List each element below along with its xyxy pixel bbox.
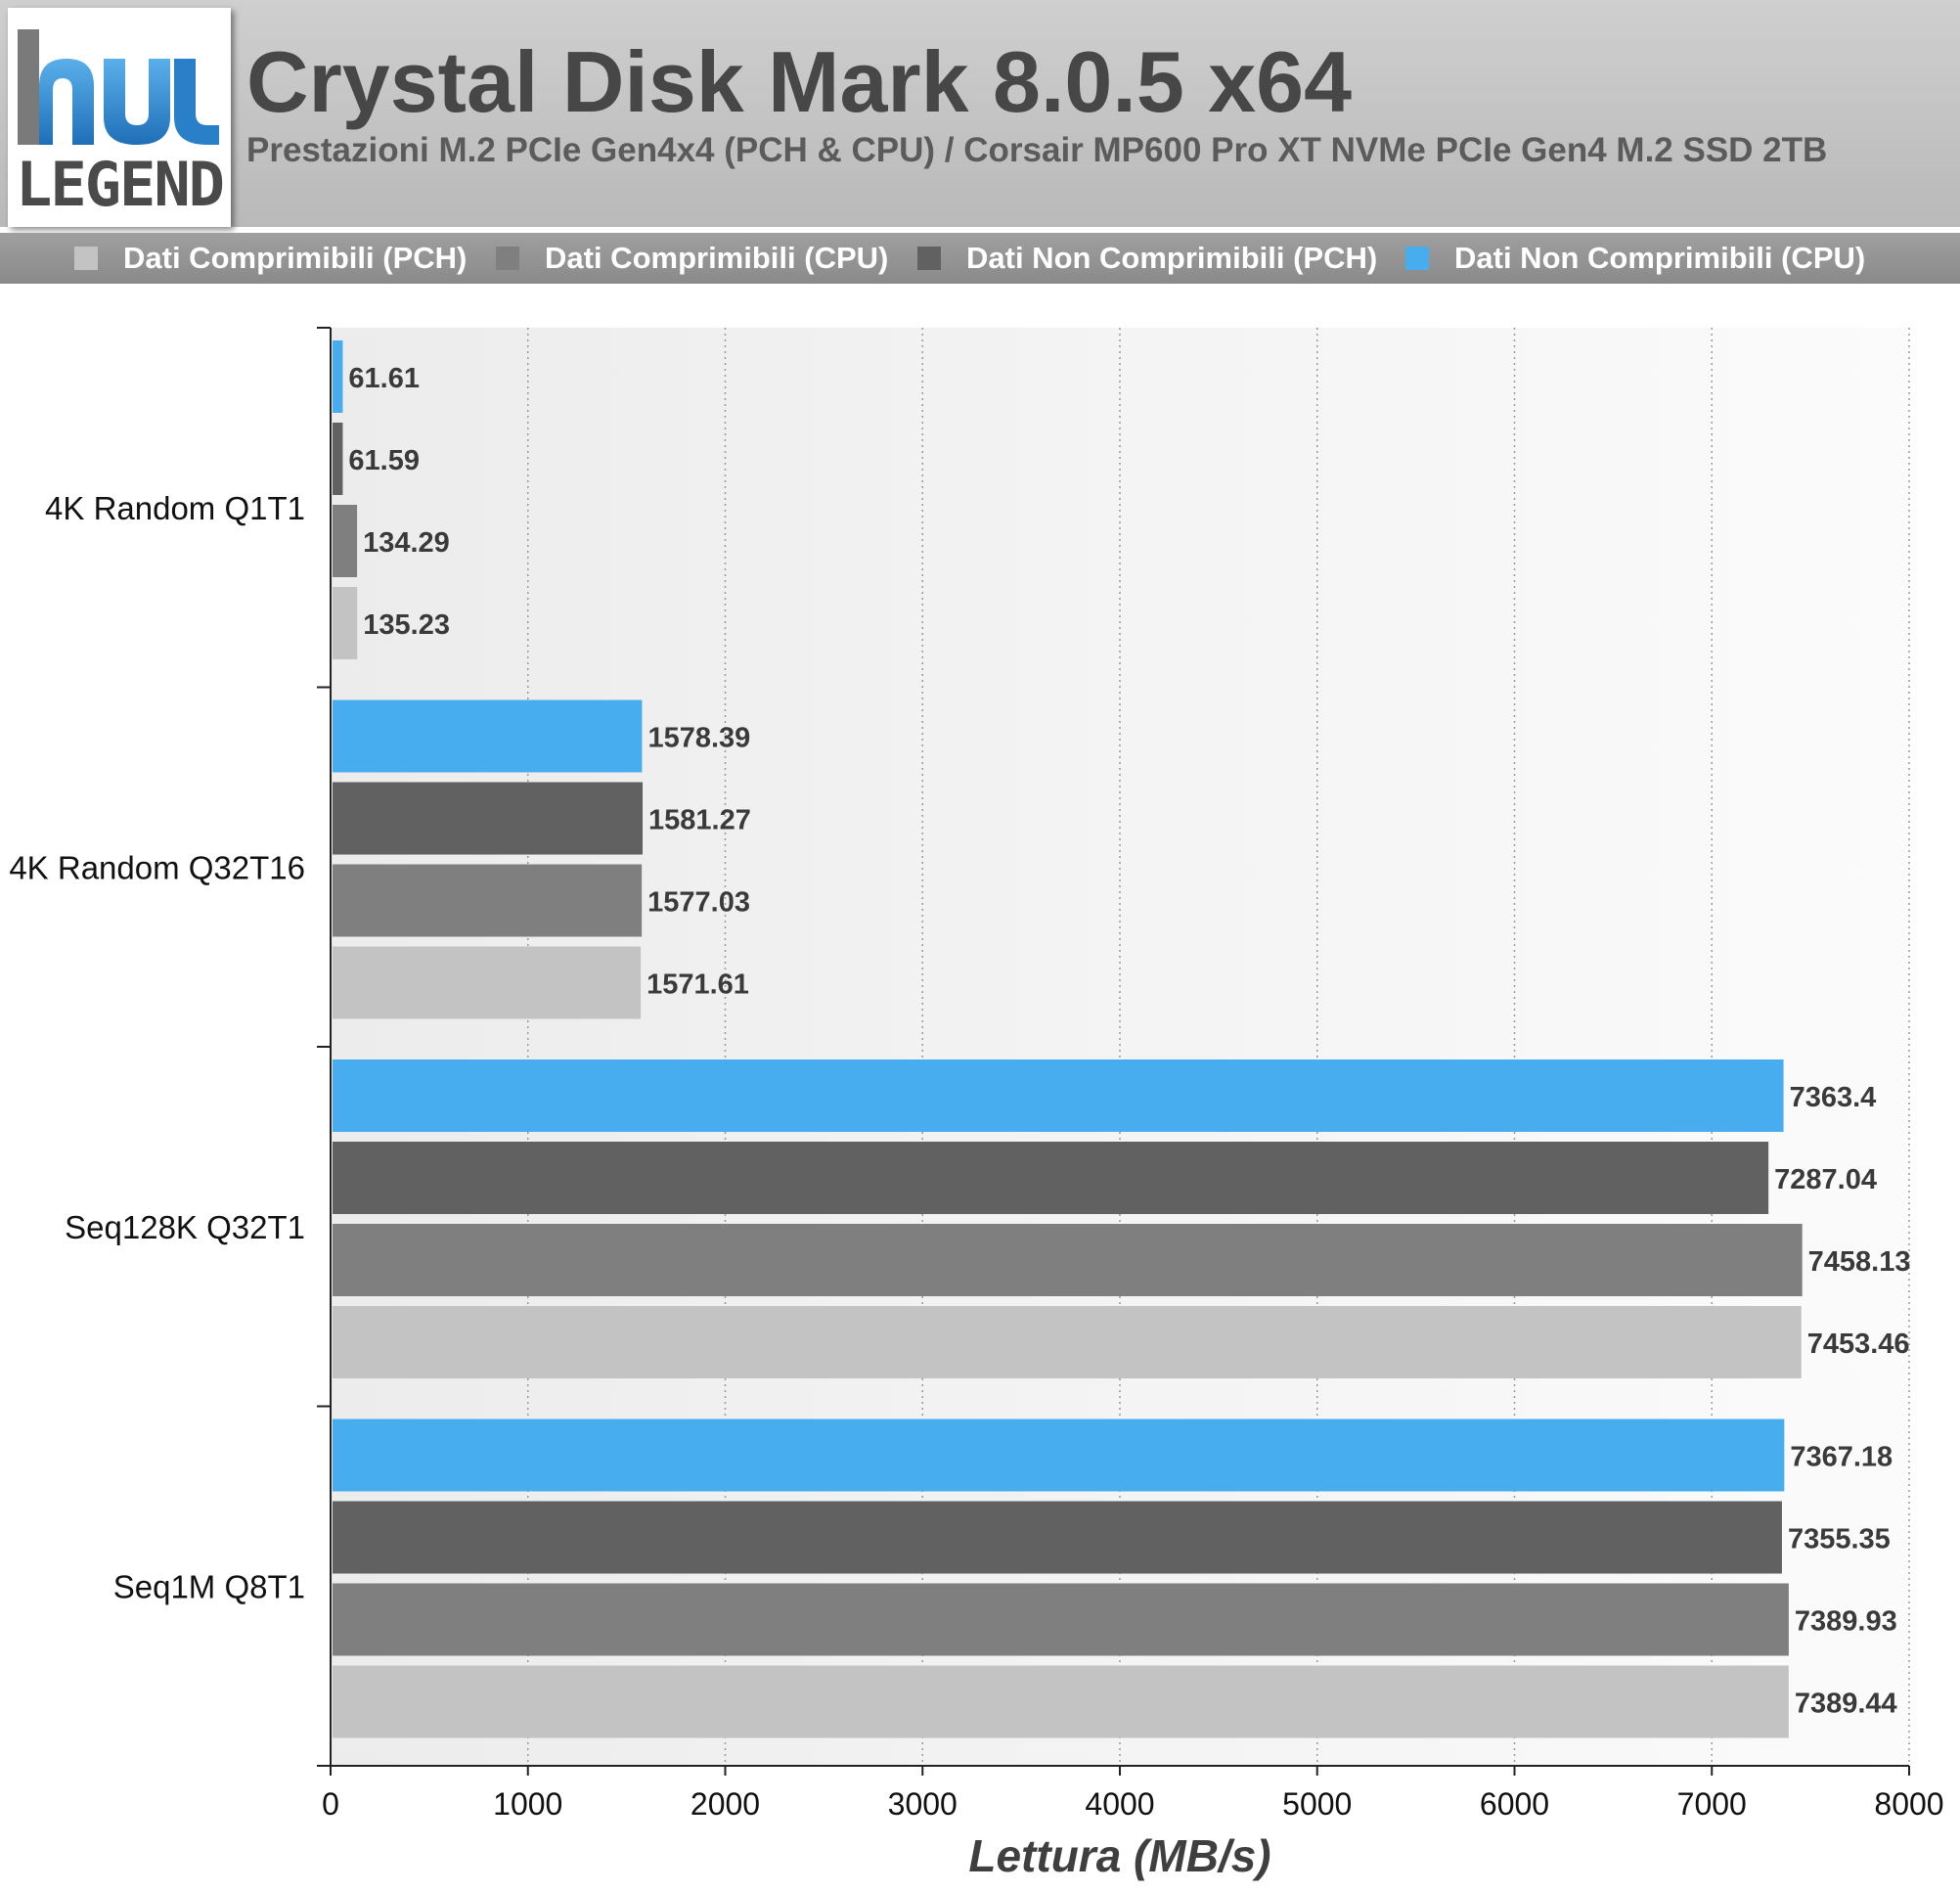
legend-swatch bbox=[1405, 247, 1429, 270]
category-label: 4K Random Q1T1 bbox=[45, 490, 305, 526]
legend-label: Dati Non Comprimibili (CPU) bbox=[1454, 241, 1866, 275]
x-tick-label: 8000 bbox=[1874, 1786, 1943, 1822]
x-tick-label: 7000 bbox=[1677, 1786, 1747, 1822]
bar bbox=[333, 1142, 1769, 1214]
bar bbox=[333, 1583, 1789, 1656]
logo-mark-icon bbox=[18, 29, 219, 145]
data-label: 1571.61 bbox=[646, 969, 749, 1001]
legend-label: Dati Comprimibili (CPU) bbox=[545, 241, 889, 275]
legend-label: Dati Comprimibili (PCH) bbox=[123, 241, 468, 275]
data-label: 61.59 bbox=[348, 445, 420, 476]
category-label: 4K Random Q32T16 bbox=[9, 849, 305, 885]
bar bbox=[333, 1419, 1785, 1492]
bar bbox=[333, 1059, 1784, 1132]
data-label: 7287.04 bbox=[1774, 1164, 1877, 1195]
legend-item-compressible-pch: Dati Comprimibili (PCH) bbox=[74, 233, 467, 284]
x-tick-label: 2000 bbox=[690, 1786, 760, 1822]
data-label: 7389.44 bbox=[1795, 1689, 1897, 1720]
bar bbox=[333, 423, 343, 495]
x-tick-label: 5000 bbox=[1282, 1786, 1352, 1822]
data-label: 7458.13 bbox=[1808, 1246, 1911, 1278]
data-label: 1581.27 bbox=[648, 805, 751, 836]
x-axis-title: Lettura (MB/s) bbox=[968, 1830, 1270, 1881]
data-label: 7453.46 bbox=[1807, 1329, 1910, 1360]
bar bbox=[333, 1224, 1803, 1296]
x-tick-label: 0 bbox=[322, 1786, 339, 1822]
legend-swatch bbox=[496, 247, 519, 270]
bar bbox=[333, 505, 358, 577]
legend-swatch bbox=[917, 247, 941, 270]
bar bbox=[333, 1306, 1802, 1378]
x-tick-label: 6000 bbox=[1480, 1786, 1549, 1822]
bar bbox=[333, 782, 644, 855]
x-tick-label: 1000 bbox=[493, 1786, 562, 1822]
data-label: 1578.39 bbox=[647, 723, 750, 754]
x-tick-label: 3000 bbox=[888, 1786, 958, 1822]
legend-label: Dati Non Comprimibili (PCH) bbox=[966, 241, 1378, 275]
data-label: 7389.93 bbox=[1795, 1606, 1897, 1638]
legend-swatch bbox=[74, 247, 98, 270]
legend-item-incompressible-pch: Dati Non Comprimibili (PCH) bbox=[917, 233, 1377, 284]
data-label: 134.29 bbox=[363, 527, 450, 559]
data-label: 7355.35 bbox=[1788, 1524, 1891, 1555]
site-logo: LEGEND bbox=[8, 8, 231, 227]
category-label: Seq1M Q8T1 bbox=[113, 1568, 305, 1604]
bar bbox=[333, 946, 642, 1019]
data-label: 61.61 bbox=[348, 363, 420, 394]
bar bbox=[333, 864, 643, 937]
legend-item-incompressible-cpu: Dati Non Comprimibili (CPU) bbox=[1405, 233, 1865, 284]
chart-subtitle: Prestazioni M.2 PCIe Gen4x4 (PCH & CPU) … bbox=[246, 131, 1828, 169]
data-label: 7367.18 bbox=[1790, 1442, 1893, 1473]
legend-item-compressible-cpu: Dati Comprimibili (CPU) bbox=[496, 233, 888, 284]
legend: Dati Comprimibili (PCH) Dati Comprimibil… bbox=[0, 233, 1960, 284]
data-label: 135.23 bbox=[363, 609, 450, 641]
bar bbox=[333, 699, 643, 773]
x-tick-label: 4000 bbox=[1085, 1786, 1154, 1822]
bar bbox=[333, 1665, 1789, 1738]
bar bbox=[333, 340, 343, 413]
chart-title: Crystal Disk Mark 8.0.5 x64 bbox=[246, 33, 1353, 130]
bar bbox=[333, 587, 358, 659]
bar bbox=[333, 1501, 1782, 1574]
data-label: 7363.4 bbox=[1790, 1082, 1877, 1113]
data-label: 1577.03 bbox=[647, 887, 750, 919]
logo-text: LEGEND bbox=[16, 149, 225, 220]
category-label: Seq128K Q32T1 bbox=[65, 1209, 305, 1245]
chart-header: LEGEND Crystal Disk Mark 8.0.5 x64 Prest… bbox=[0, 0, 1960, 227]
